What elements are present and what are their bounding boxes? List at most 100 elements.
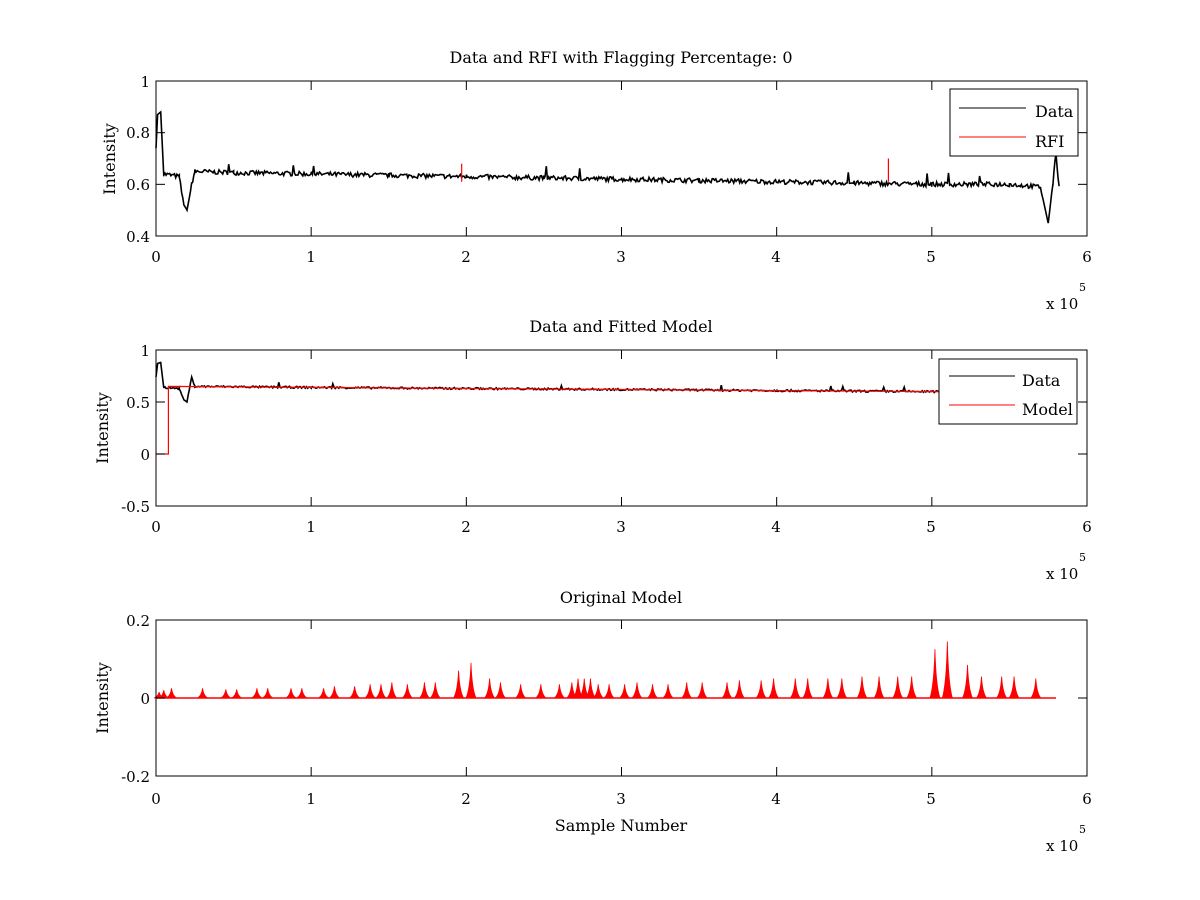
panel-1-ylabel: Intensity — [100, 123, 119, 195]
model-peak — [418, 682, 431, 699]
panel-2-xtick-4: 4 — [771, 518, 781, 536]
model-peak — [374, 684, 388, 699]
series-data — [155, 361, 1057, 404]
model-peak — [755, 680, 768, 699]
model-peak — [661, 684, 675, 699]
panel-2-ytick-0: -0.5 — [121, 498, 150, 516]
panel-3-x-exponent-label: x 10 — [1046, 837, 1078, 855]
panel-1-axes-box — [155, 80, 1088, 237]
panel-1-plot-lines — [155, 110, 1060, 224]
panel-2-xtick-6: 6 — [1082, 518, 1092, 536]
model-peak — [261, 688, 275, 699]
panel-3-ytick-0: -0.2 — [121, 768, 150, 786]
panel-3-xtick-2: 2 — [461, 790, 471, 808]
panel-3-xtick-6: 6 — [1082, 790, 1092, 808]
panel-2: Data and Fitted Model Intensity 0 1 2 3 … — [93, 317, 1092, 583]
model-peak — [452, 670, 465, 699]
model-peak — [995, 676, 1008, 699]
panel-3-title: Original Model — [560, 588, 682, 607]
model-peak — [328, 686, 341, 699]
panel-3-ticks — [155, 619, 1088, 777]
panel-1-xtick-4: 4 — [771, 248, 781, 266]
model-peak — [680, 682, 693, 699]
model-peak — [429, 682, 442, 699]
model-peak — [905, 676, 918, 699]
panel-1-xtick-0: 0 — [151, 248, 161, 266]
model-peak — [295, 688, 309, 699]
panel-2-ticks — [155, 349, 1088, 507]
panel-3-xtick-1: 1 — [306, 790, 316, 808]
panel-2-legend-label-model: Model — [1022, 400, 1073, 419]
panel-2-ytick-2: 0.5 — [126, 394, 150, 412]
model-peak — [494, 682, 507, 699]
panel-1-ytick-3: 1 — [140, 73, 150, 91]
panel-2-xtick-2: 2 — [461, 518, 471, 536]
series-data — [155, 110, 1060, 224]
panel-2-xtick-3: 3 — [616, 518, 626, 536]
panel-3-xlabel: Sample Number — [555, 816, 688, 835]
panel-1-ticks — [155, 80, 1088, 237]
model-peak — [801, 678, 814, 699]
panel-3-ylabel: Intensity — [93, 662, 112, 734]
panel-3-ytick-2: 0.2 — [126, 612, 150, 630]
panel-2-legend-box — [938, 358, 1078, 425]
model-peak — [483, 678, 496, 699]
model-peak — [721, 682, 733, 699]
model-peak — [465, 662, 477, 699]
panel-3-xtick-4: 4 — [771, 790, 781, 808]
model-peak — [835, 678, 848, 699]
panel-2-plot-lines — [155, 361, 1057, 455]
model-peak — [250, 688, 264, 699]
panel-2-x-exponent: 5 — [1079, 551, 1086, 564]
panel-2-legend-label-data: Data — [1022, 371, 1061, 390]
model-peak — [553, 684, 566, 699]
panel-3-xtick-3: 3 — [616, 790, 626, 808]
model-peak — [929, 649, 941, 699]
panel-3-x-exponent: 5 — [1079, 823, 1086, 836]
model-peak — [514, 684, 527, 699]
panel-1-xtick-3: 3 — [616, 248, 626, 266]
model-peak — [1029, 678, 1042, 699]
model-peak — [196, 688, 209, 699]
model-peak — [1008, 676, 1020, 699]
panel-1-legend-label-data: Data — [1035, 102, 1074, 121]
model-peak — [364, 684, 377, 699]
model-peak — [789, 678, 802, 699]
panel-1-x-exponent: 5 — [1079, 281, 1086, 294]
panel-1-xtick-2: 2 — [461, 248, 471, 266]
panel-1-xtick-5: 5 — [926, 248, 936, 266]
model-peak — [767, 678, 780, 699]
model-peak — [584, 678, 597, 699]
panel-1-ytick-1: 0.6 — [126, 176, 150, 194]
model-peak — [941, 641, 953, 699]
model-peak — [822, 678, 834, 699]
model-peak — [873, 676, 885, 699]
panel-1-ytick-0: 0.4 — [126, 228, 150, 246]
panel-1-legend: Data RFI — [949, 88, 1079, 157]
model-peak — [220, 689, 232, 699]
panel-2-xtick-1: 1 — [306, 518, 316, 536]
panel-2-ytick-3: 1 — [140, 342, 150, 360]
model-peak — [231, 689, 242, 699]
panel-1-ytick-2: 0.8 — [126, 124, 150, 142]
model-peak — [317, 688, 331, 699]
panel-2-xtick-5: 5 — [926, 518, 936, 536]
model-peak — [961, 664, 974, 699]
model-peak — [348, 686, 361, 699]
panel-1-title: Data and RFI with Flagging Percentage: 0 — [449, 48, 792, 67]
panel-2-ytick-1: 0 — [140, 446, 150, 464]
panel-2-legend: Data Model — [938, 358, 1078, 425]
model-peak — [158, 690, 169, 699]
panel-2-title: Data and Fitted Model — [529, 317, 712, 336]
model-peak — [618, 684, 631, 699]
panel-1-x-exponent-label: x 10 — [1046, 295, 1078, 313]
panel-3-plot-lines — [153, 641, 1056, 699]
model-peak — [165, 688, 178, 699]
model-peak — [733, 680, 746, 699]
model-peak — [856, 676, 868, 699]
model-peak — [603, 684, 616, 699]
panel-1-xtick-6: 6 — [1082, 248, 1092, 266]
panel-3: Original Model Intensity 0 1 2 3 4 5 6 -… — [93, 588, 1092, 855]
panel-1-legend-box — [949, 88, 1079, 157]
